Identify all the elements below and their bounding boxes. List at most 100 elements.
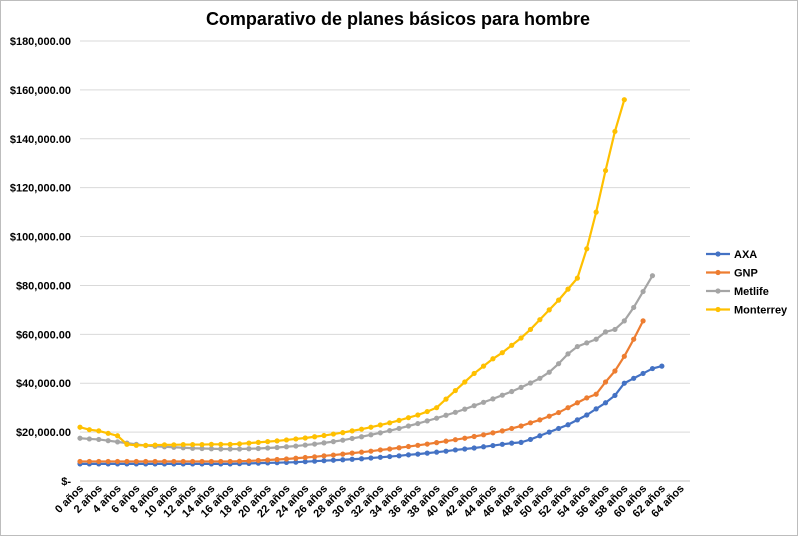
data-point bbox=[274, 456, 280, 463]
data-point bbox=[518, 335, 524, 341]
data-point bbox=[593, 336, 599, 342]
data-point bbox=[312, 434, 318, 440]
legend-swatch-marker bbox=[715, 269, 721, 276]
data-point bbox=[340, 437, 346, 443]
legend-label: AXA bbox=[734, 249, 757, 261]
data-point bbox=[593, 209, 599, 215]
data-point bbox=[527, 380, 534, 386]
data-point bbox=[199, 445, 205, 452]
data-point bbox=[593, 391, 599, 397]
data-point bbox=[546, 429, 552, 435]
data-point bbox=[574, 275, 580, 281]
data-point bbox=[133, 442, 139, 448]
data-point bbox=[377, 447, 383, 453]
data-point bbox=[659, 363, 665, 369]
data-point bbox=[640, 318, 646, 324]
data-point bbox=[321, 440, 327, 446]
data-point bbox=[236, 458, 243, 464]
y-tick-label: $40,000.00 bbox=[16, 378, 71, 390]
data-point bbox=[218, 458, 224, 465]
data-point bbox=[199, 441, 205, 448]
y-tick-label: $120,000.00 bbox=[10, 183, 71, 195]
gridlines bbox=[80, 40, 690, 482]
data-point bbox=[349, 428, 355, 434]
data-point bbox=[368, 455, 374, 461]
data-point bbox=[208, 458, 214, 465]
data-point bbox=[312, 454, 318, 460]
data-point bbox=[105, 438, 111, 444]
data-point bbox=[415, 412, 421, 418]
data-point bbox=[518, 423, 524, 429]
data-point bbox=[480, 399, 487, 405]
data-point bbox=[368, 432, 374, 438]
data-point bbox=[255, 445, 261, 452]
data-point bbox=[490, 430, 496, 436]
data-point bbox=[293, 443, 299, 449]
data-point bbox=[602, 400, 609, 406]
data-point bbox=[546, 369, 552, 375]
data-point bbox=[152, 442, 158, 448]
data-point bbox=[443, 396, 449, 402]
data-point bbox=[143, 442, 149, 448]
series-lines bbox=[77, 97, 665, 467]
data-point bbox=[584, 340, 590, 346]
data-point bbox=[171, 458, 177, 465]
data-point bbox=[424, 441, 430, 447]
y-tick-label: $80,000.00 bbox=[16, 280, 71, 292]
data-point bbox=[490, 442, 496, 449]
data-point bbox=[86, 458, 92, 465]
data-point bbox=[236, 441, 243, 447]
data-point bbox=[312, 441, 318, 447]
data-point bbox=[143, 458, 149, 465]
data-point bbox=[509, 388, 515, 395]
data-point bbox=[358, 434, 365, 440]
data-point bbox=[218, 441, 224, 447]
data-point bbox=[96, 428, 102, 434]
data-point bbox=[349, 450, 355, 456]
legend-label: Monterrey bbox=[734, 305, 788, 317]
data-point bbox=[565, 286, 571, 292]
data-point bbox=[246, 446, 252, 452]
legend-item: Monterrey bbox=[706, 305, 788, 317]
data-point bbox=[368, 424, 374, 430]
data-point bbox=[405, 443, 412, 450]
data-point bbox=[340, 430, 346, 436]
data-point bbox=[405, 415, 412, 421]
data-point bbox=[358, 449, 365, 455]
data-point bbox=[293, 455, 299, 461]
data-point bbox=[509, 425, 515, 432]
data-point bbox=[265, 457, 271, 463]
data-point bbox=[434, 405, 440, 411]
data-point bbox=[593, 406, 599, 412]
data-point bbox=[274, 444, 280, 451]
data-point bbox=[77, 435, 83, 441]
data-point bbox=[124, 458, 130, 465]
data-point bbox=[556, 409, 562, 416]
series-metlife bbox=[77, 273, 656, 452]
y-tick-label: $20,000.00 bbox=[16, 427, 71, 439]
data-point bbox=[462, 379, 468, 385]
data-point bbox=[471, 433, 477, 440]
data-point bbox=[631, 304, 637, 311]
y-axis-tick-labels: $- $20,000.00 $40,000.00 $60,000.00 $80,000.… bbox=[10, 36, 72, 488]
data-point bbox=[405, 452, 412, 458]
data-point bbox=[190, 458, 196, 465]
data-point bbox=[612, 128, 618, 135]
data-point bbox=[330, 439, 336, 445]
data-point bbox=[443, 438, 449, 444]
data-point bbox=[499, 350, 505, 356]
data-point bbox=[443, 412, 449, 418]
data-point bbox=[86, 436, 92, 442]
legend-label: GNP bbox=[734, 268, 758, 280]
data-point bbox=[537, 375, 543, 381]
series-line bbox=[79, 99, 626, 447]
data-point bbox=[368, 448, 374, 454]
data-point bbox=[518, 384, 524, 390]
y-tick-label: $180,000.00 bbox=[10, 36, 71, 48]
legend-label: Metlife bbox=[734, 286, 769, 298]
data-point bbox=[349, 435, 355, 442]
data-point bbox=[546, 307, 552, 313]
data-point bbox=[434, 440, 440, 446]
data-point bbox=[283, 444, 290, 450]
data-point bbox=[340, 457, 346, 463]
